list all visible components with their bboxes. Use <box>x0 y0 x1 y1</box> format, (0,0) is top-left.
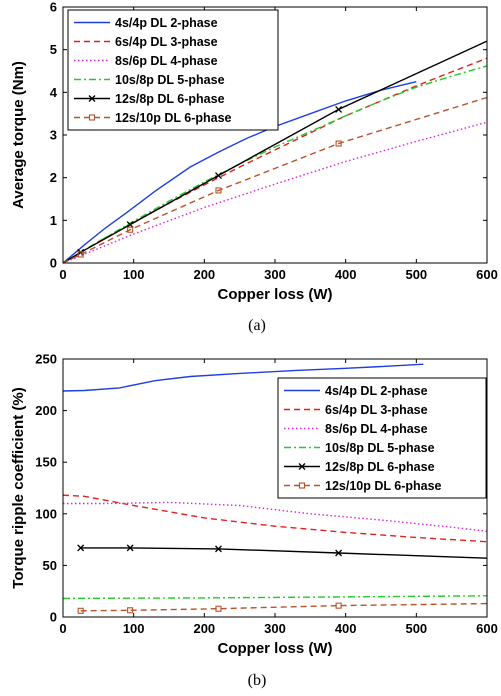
x-tick-label: 0 <box>59 267 66 282</box>
data-point <box>126 544 134 552</box>
x-tick-label: 200 <box>193 267 215 282</box>
data-point <box>215 187 222 194</box>
y-tick-label: 200 <box>35 403 57 418</box>
x-tick-label: 600 <box>476 267 498 282</box>
x-tick-label: 100 <box>123 267 145 282</box>
legend-label: 10s/8p DL 5-phase <box>115 73 225 87</box>
legend-label: 12s/8p DL 6-phase <box>325 460 435 474</box>
series-line <box>63 501 488 532</box>
data-point <box>215 545 222 553</box>
legend-label: 12s/8p DL 6-phase <box>115 92 225 106</box>
legend-label: 8s/6p DL 4-phase <box>325 422 428 436</box>
y-tick-label: 3 <box>50 128 57 143</box>
chart-b: 0 100 200 300 400 500 600 0 50 100 150 200 250 Copper… <box>10 352 498 658</box>
data-point <box>215 172 222 179</box>
data-point <box>126 221 134 229</box>
axes-frame <box>62 358 488 618</box>
x-tick-label: 200 <box>193 621 215 636</box>
y-tick-label: 50 <box>43 558 57 573</box>
x-tick-label: 400 <box>335 621 357 636</box>
y-tick-label: 0 <box>50 256 57 271</box>
y-tick-label: 250 <box>35 352 57 367</box>
series-line <box>62 81 417 264</box>
x-tick-label: 100 <box>123 621 145 636</box>
legend-label: 4s/4p DL 2-phase <box>325 384 428 398</box>
data-point <box>335 549 343 557</box>
legend-box <box>277 377 487 499</box>
x-axis-label: Copper loss (W) <box>218 640 333 657</box>
legend-label: 12s/10p DL 6-phase <box>325 479 442 493</box>
data-point <box>77 607 84 614</box>
x-tick-label: 0 <box>59 621 66 636</box>
legend-label: 4s/4p DL 2-phase <box>115 16 218 30</box>
y-tick-label: 150 <box>35 455 57 470</box>
data-point <box>335 140 342 147</box>
x-tick-label: 300 <box>264 621 286 636</box>
y-axis-label: Torque ripple coefficient (%) <box>10 387 27 588</box>
series-line <box>62 121 488 264</box>
x-tick-label: 600 <box>476 621 498 636</box>
series-line <box>62 595 488 600</box>
series-line <box>62 494 488 543</box>
legend-label: 6s/4p DL 3-phase <box>325 403 428 417</box>
legend: 4s/4p DL 2-phase 6s/4p DL 3-phase 8s/6p DL… <box>67 9 279 131</box>
series-line <box>80 602 488 612</box>
axes-frame <box>62 6 488 264</box>
y-tick-label: 6 <box>50 0 57 15</box>
legend-box <box>67 9 279 131</box>
caption-b: (b) <box>248 672 267 689</box>
chart-a: 0 100 200 300 400 500 600 0 1 2 3 4 5 6 Copper loss (W… <box>10 0 498 303</box>
y-axis-label: Average torque (Nm) <box>10 61 27 209</box>
legend: 4s/4p DL 2-phase 6s/4p DL 3-phase 8s/6p DL… <box>277 377 487 499</box>
data-point <box>335 105 343 113</box>
y-tick-label: 1 <box>50 213 57 228</box>
data-point <box>77 251 84 258</box>
x-tick-label: 500 <box>405 267 427 282</box>
legend-label: 6s/4p DL 3-phase <box>115 35 218 49</box>
x-tick-label: 500 <box>405 621 427 636</box>
data-point <box>127 607 134 614</box>
y-tick-label: 5 <box>50 42 57 57</box>
series-line <box>62 65 488 264</box>
series-line <box>62 96 488 264</box>
y-tick-label: 2 <box>50 170 57 185</box>
legend-label: 10s/8p DL 5-phase <box>325 441 435 455</box>
x-tick-label: 300 <box>264 267 286 282</box>
data-point <box>335 602 342 609</box>
legend-label: 12s/10p DL 6-phase <box>115 111 232 125</box>
caption-a: (a) <box>248 317 266 334</box>
data-point <box>127 226 134 233</box>
x-tick-label: 400 <box>335 267 357 282</box>
y-tick-label: 4 <box>50 85 58 100</box>
data-point <box>215 605 222 612</box>
x-axis-label: Copper loss (W) <box>218 286 333 303</box>
series-line <box>62 363 424 392</box>
data-point <box>77 544 85 552</box>
y-tick-label: 100 <box>35 506 57 521</box>
legend-label: 8s/6p DL 4-phase <box>115 54 218 68</box>
y-tick-label: 0 <box>50 610 57 625</box>
